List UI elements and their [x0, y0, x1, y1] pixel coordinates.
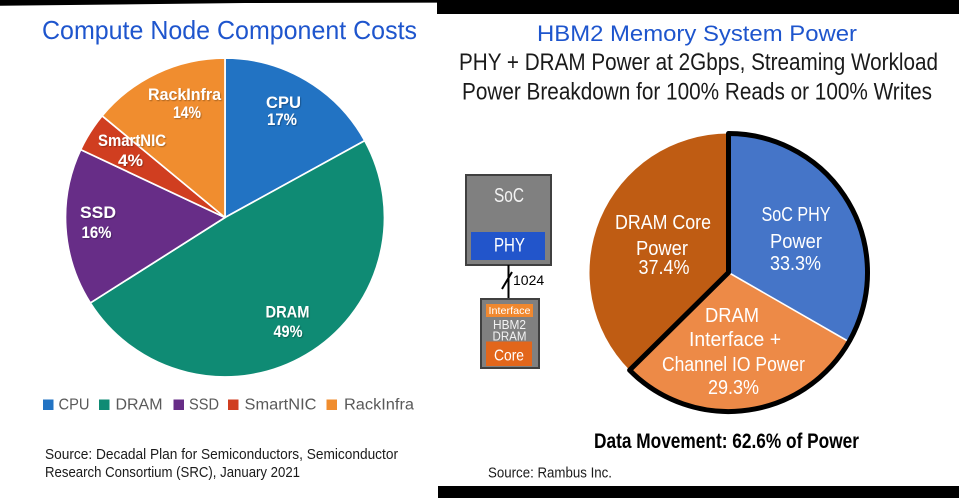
svg-text:Interface +: Interface + [689, 329, 781, 351]
svg-text:33.3%: 33.3% [770, 253, 821, 275]
svg-text:HBM2 Memory System Power: HBM2 Memory System Power [537, 21, 858, 46]
svg-text:17%: 17% [267, 110, 297, 129]
svg-text:PHY + DRAM Power at 2Gbps, Str: PHY + DRAM Power at 2Gbps, Streaming Wor… [459, 49, 938, 76]
svg-text:16%: 16% [82, 223, 112, 242]
svg-text:Power: Power [770, 231, 822, 253]
svg-text:Source: Decadal Plan for Semic: Source: Decadal Plan for Semiconductors,… [45, 446, 398, 463]
svg-text:Data Movement: 62.6% of Power: Data Movement: 62.6% of Power [594, 430, 859, 453]
svg-text:PHY: PHY [494, 235, 525, 257]
svg-text:DRAM: DRAM [705, 305, 759, 327]
svg-text:SSD: SSD [189, 397, 219, 414]
svg-text:Power: Power [636, 238, 688, 260]
svg-text:DRAM: DRAM [493, 330, 527, 344]
svg-text:SmartNIC: SmartNIC [98, 131, 166, 150]
svg-text:Channel IO Power: Channel IO Power [662, 354, 805, 376]
svg-text:29.3%: 29.3% [708, 377, 759, 399]
svg-text:SoC PHY: SoC PHY [762, 204, 831, 226]
svg-text:37.4%: 37.4% [639, 257, 690, 279]
svg-text:Compute Node Component Costs: Compute Node Component Costs [42, 15, 417, 45]
svg-text:SSD: SSD [80, 203, 116, 222]
svg-text:Research Consortium (SRC), Jan: Research Consortium (SRC), January 2021 [45, 464, 300, 481]
svg-text:Interface: Interface [489, 305, 531, 317]
svg-text:49%: 49% [274, 322, 303, 341]
svg-text:CPU: CPU [266, 93, 301, 112]
svg-text:Power Breakdown for 100% Reads: Power Breakdown for 100% Reads or 100% W… [462, 79, 932, 106]
svg-text:RackInfra: RackInfra [148, 85, 222, 104]
svg-text:SoC: SoC [494, 185, 524, 207]
svg-text:Core: Core [494, 348, 524, 365]
svg-text:DRAM Core: DRAM Core [615, 212, 711, 234]
svg-text:Source: Rambus Inc.: Source: Rambus Inc. [488, 465, 612, 482]
svg-text:CPU: CPU [59, 397, 90, 414]
svg-text:DRAM: DRAM [116, 397, 163, 414]
svg-text:HBM2: HBM2 [493, 318, 526, 332]
svg-text:SmartNIC: SmartNIC [245, 397, 317, 414]
svg-text:4%: 4% [118, 151, 143, 170]
svg-text:DRAM: DRAM [266, 303, 310, 322]
svg-text:RackInfra: RackInfra [344, 397, 414, 414]
svg-text:14%: 14% [173, 103, 201, 122]
svg-text:1024: 1024 [513, 272, 544, 288]
